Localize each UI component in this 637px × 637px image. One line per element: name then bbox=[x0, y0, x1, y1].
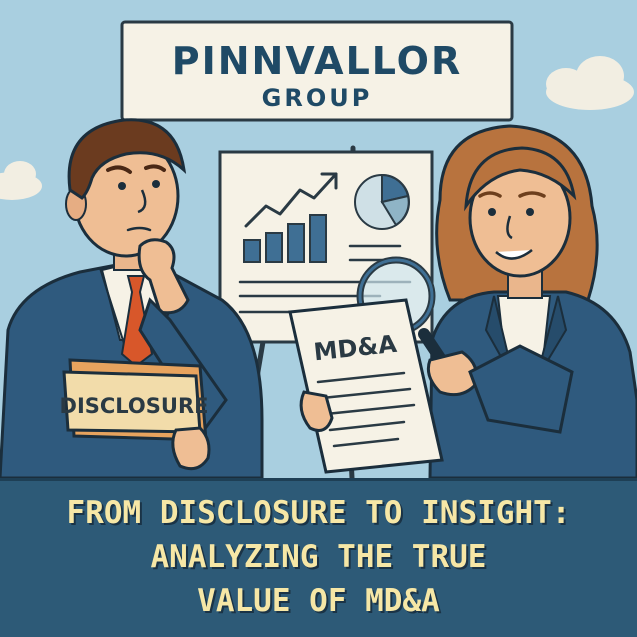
headline-line-1: FROM DISCLOSURE TO INSIGHT: bbox=[66, 495, 571, 531]
man-figure: DISCLOSURE bbox=[0, 118, 264, 480]
trend-arrow-icon bbox=[244, 172, 338, 228]
sign-company-name: PINNVALLOR bbox=[172, 39, 462, 83]
headline-line-3: VALUE OF MD&A bbox=[197, 583, 440, 619]
headline-line-2: ANALYZING THE TRUE bbox=[150, 539, 487, 575]
headline-banner: FROM DISCLOSURE TO INSIGHT: ANALYZING TH… bbox=[0, 478, 637, 637]
pie-chart-icon bbox=[354, 173, 410, 230]
cloud-icon bbox=[0, 161, 42, 200]
sign-company-sub: GROUP bbox=[262, 84, 373, 112]
woman-figure: MD&A bbox=[288, 124, 637, 480]
tie bbox=[120, 275, 154, 368]
folder-label: DISCLOSURE bbox=[60, 394, 209, 418]
mda-document: MD&A bbox=[288, 298, 444, 474]
bar-chart-icon bbox=[243, 214, 327, 263]
disclosure-folder: DISCLOSURE bbox=[60, 358, 209, 442]
cloud-icon bbox=[546, 56, 634, 110]
company-sign: PINNVALLOR GROUP bbox=[120, 20, 514, 122]
